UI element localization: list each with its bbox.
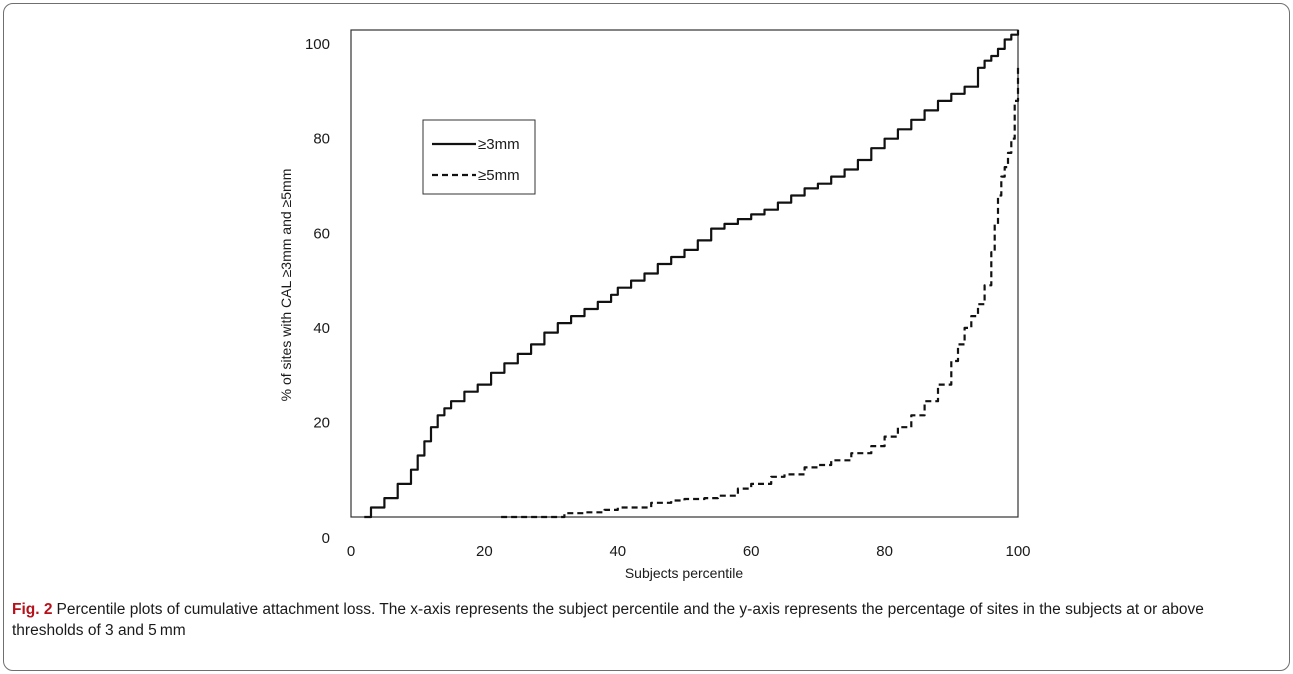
y-tick-label: 20: [313, 414, 330, 431]
y-tick-label: 0: [322, 530, 330, 547]
figure-label: Fig. 2: [12, 601, 52, 618]
legend-label-5mm: ≥5mm: [478, 167, 520, 184]
x-tick-label: 40: [609, 543, 626, 560]
series-line-3mm: [364, 30, 1018, 517]
plot-area-border: [351, 30, 1018, 517]
y-tick-label: 40: [313, 320, 330, 337]
y-tick-label: 100: [305, 36, 330, 53]
x-tick-label: 20: [476, 543, 493, 560]
x-tick-label: 80: [876, 543, 893, 560]
x-tick-label: 100: [1005, 543, 1030, 560]
legend: ≥3mm ≥5mm: [423, 120, 535, 194]
x-tick-labels: 0 20 40 60 80 100: [347, 543, 1031, 560]
x-axis-title: Subjects percentile: [625, 565, 744, 581]
legend-label-3mm: ≥3mm: [478, 136, 520, 153]
y-axis-title: % of sites with CAL ≥3mm and ≥5mm: [278, 169, 294, 402]
figure-caption: Fig. 2 Percentile plots of cumulative att…: [12, 599, 1274, 641]
series-line-5mm: [501, 68, 1018, 517]
percentile-chart: 0 20 40 60 80 100 0 20 40 60 80 100 ≥3mm ≥5mm % of…: [0, 0, 1293, 595]
x-tick-label: 60: [743, 543, 760, 560]
series-layer: [364, 30, 1018, 517]
y-tick-label: 60: [313, 225, 330, 242]
x-tick-label: 0: [347, 543, 355, 560]
y-tick-labels: 0 20 40 60 80 100: [305, 36, 330, 547]
caption-text: Percentile plots of cumulative attachmen…: [12, 601, 1204, 639]
y-tick-label: 80: [313, 131, 330, 148]
